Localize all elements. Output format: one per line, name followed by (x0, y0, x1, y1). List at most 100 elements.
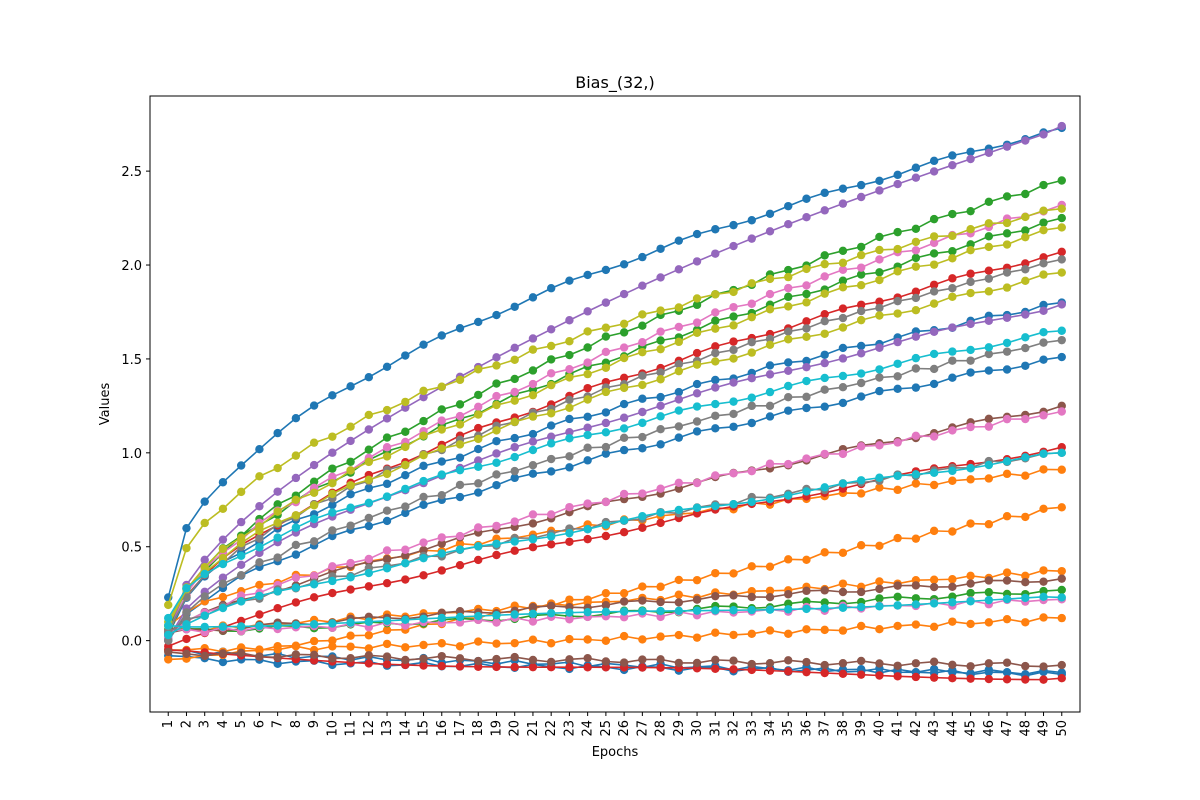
data-point (528, 390, 538, 400)
data-point (619, 613, 629, 622)
data-point (364, 631, 374, 640)
series-20 (164, 647, 1066, 671)
data-point (528, 445, 538, 455)
data-point (747, 659, 756, 669)
data-point (638, 321, 647, 330)
data-point (474, 456, 483, 465)
data-point (291, 540, 301, 550)
data-point (692, 379, 702, 389)
data-point (765, 401, 775, 411)
data-point (802, 332, 811, 341)
data-point (291, 473, 301, 483)
data-point (328, 479, 337, 488)
data-point (200, 611, 209, 620)
data-point (601, 442, 611, 452)
data-point (546, 432, 556, 441)
data-point (474, 390, 483, 400)
data-point (856, 281, 866, 290)
data-point (382, 616, 392, 625)
data-point (638, 655, 647, 664)
data-point (856, 670, 866, 679)
data-point (875, 602, 884, 611)
x-tick-label: 12 (362, 720, 377, 737)
data-point (729, 287, 738, 297)
x-tick-label: 19 (489, 720, 504, 737)
data-point (948, 660, 957, 670)
data-point (674, 478, 684, 488)
data-point (838, 626, 848, 635)
data-point (565, 276, 574, 285)
data-point (364, 445, 374, 454)
data-point (474, 317, 483, 327)
data-point (1057, 223, 1066, 232)
data-point (1057, 352, 1066, 362)
data-point (802, 289, 811, 299)
x-tick-label: 6 (252, 720, 267, 728)
data-point (565, 615, 574, 624)
data-point (1002, 347, 1012, 356)
data-point (911, 672, 921, 682)
data-point (255, 472, 264, 481)
data-point (656, 412, 665, 421)
data-point (273, 604, 282, 613)
data-point (638, 407, 647, 417)
data-point (929, 657, 939, 666)
data-point (401, 442, 410, 452)
axes-layer: 1 2 3 4 5 6 7 8 9 10 11 12 13 14 15 16 17 18 19 20 21 22 23 24 2… (121, 165, 1069, 736)
data-point (638, 444, 647, 453)
data-point (692, 257, 702, 266)
data-point (711, 399, 720, 409)
data-point (948, 323, 957, 332)
data-point (729, 409, 738, 419)
data-point (401, 351, 410, 360)
data-point (1039, 504, 1048, 514)
data-point (692, 300, 702, 310)
data-point (565, 528, 574, 538)
data-point (601, 531, 611, 541)
data-point (346, 436, 355, 446)
data-point (528, 617, 538, 626)
data-point (765, 209, 775, 218)
data-point (711, 664, 720, 673)
data-point (747, 587, 756, 596)
data-point (984, 242, 994, 252)
data-point (674, 360, 684, 369)
data-point (583, 412, 592, 422)
data-point (474, 488, 483, 497)
data-point (565, 452, 574, 461)
data-point (784, 590, 793, 599)
data-point (236, 517, 246, 527)
data-point (419, 571, 428, 580)
data-point (856, 306, 866, 316)
data-point (1039, 300, 1048, 310)
data-point (856, 250, 866, 260)
data-point (1039, 355, 1048, 364)
data-point (692, 318, 702, 327)
data-point (437, 470, 446, 479)
data-point (966, 619, 975, 629)
data-point (601, 449, 611, 458)
data-point (328, 448, 337, 457)
data-point (692, 328, 702, 337)
data-point (218, 559, 228, 569)
x-tick-label: 25 (599, 720, 614, 737)
x-tick-label: 18 (471, 720, 486, 737)
data-point (838, 603, 848, 612)
data-point (856, 656, 866, 666)
x-tick-label: 43 (927, 720, 942, 737)
data-point (692, 606, 702, 615)
data-point (437, 416, 446, 425)
data-point (1002, 240, 1012, 249)
data-point (1057, 213, 1066, 223)
data-point (364, 372, 374, 382)
data-point (966, 356, 975, 365)
data-point (200, 622, 209, 632)
data-point (802, 317, 811, 326)
data-point (382, 516, 392, 526)
data-point (674, 366, 684, 376)
data-point (911, 470, 921, 479)
data-point (674, 590, 684, 599)
data-point (619, 433, 629, 442)
data-point (492, 436, 501, 446)
data-point (893, 372, 902, 381)
